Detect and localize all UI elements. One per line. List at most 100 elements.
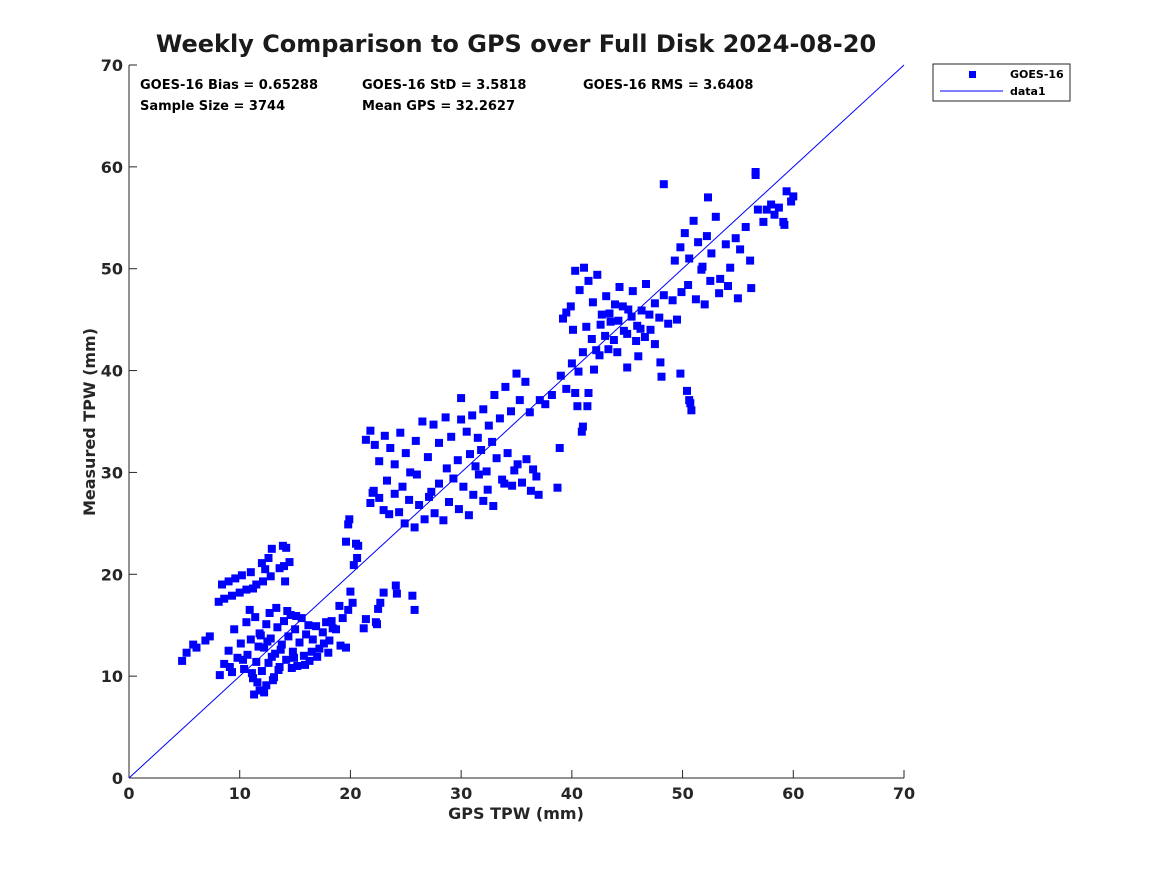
scatter-point xyxy=(490,391,499,399)
scatter-point xyxy=(240,665,249,673)
scatter-point xyxy=(379,588,388,597)
scatter-point xyxy=(615,283,624,291)
scatter-point xyxy=(410,605,419,614)
scatter-point xyxy=(325,636,334,645)
scatter-point xyxy=(541,400,550,409)
scatter-point xyxy=(571,389,580,397)
scatter-point xyxy=(606,317,615,326)
scatter-point xyxy=(427,487,436,496)
scatter-point xyxy=(691,295,700,304)
scatter-point xyxy=(787,197,796,206)
scatter-point xyxy=(650,299,659,308)
scatter-point xyxy=(400,519,409,528)
scatter-point xyxy=(584,276,593,285)
plot-area: 0 10 20 30 40 50 60 70 0 10 20 30 40 50 60 70 xyxy=(101,56,915,803)
scatter-point xyxy=(445,498,453,506)
scatter-point xyxy=(264,658,273,667)
scatter-point xyxy=(225,663,234,671)
scatter-point xyxy=(500,479,509,488)
scatter-point xyxy=(592,346,601,355)
scatter-point xyxy=(759,217,768,226)
scatter-point xyxy=(782,187,791,196)
y-tick-label: 0 xyxy=(112,769,123,788)
scatter-point xyxy=(324,648,333,657)
scatter-point xyxy=(645,310,654,319)
stat-sample-size: Sample Size = 3744 xyxy=(140,99,285,114)
scatter-point xyxy=(556,371,565,380)
scatter-point xyxy=(611,300,619,309)
scatter-point xyxy=(293,662,302,670)
scatter-point xyxy=(228,668,236,677)
scatter-point xyxy=(562,384,571,393)
scatter-point xyxy=(266,572,275,581)
scatter-point xyxy=(304,621,313,630)
scatter-point xyxy=(454,505,463,514)
scatter-point xyxy=(235,588,244,597)
scatter-point xyxy=(731,234,740,243)
scatter-point xyxy=(373,620,381,629)
scatter-point xyxy=(466,450,474,459)
scatter-point xyxy=(338,614,347,623)
scatter-point xyxy=(318,628,327,637)
scatter-point xyxy=(302,630,311,639)
scatter-point xyxy=(659,180,668,189)
scatter-point xyxy=(292,612,301,620)
scatter-point xyxy=(529,465,538,474)
scatter-point xyxy=(299,651,308,660)
scatter-point xyxy=(282,655,291,664)
y-tick-label: 10 xyxy=(101,667,123,686)
scatter-point xyxy=(628,287,637,296)
scatter-point xyxy=(566,302,575,311)
scatter-point xyxy=(582,322,591,331)
scatter-point xyxy=(525,408,534,417)
scatter-point xyxy=(288,647,297,656)
scatter-point xyxy=(526,486,535,495)
x-tick-label: 10 xyxy=(229,784,251,803)
scatter-point xyxy=(439,516,448,525)
scatter-point xyxy=(676,243,685,252)
scatter-point xyxy=(471,462,480,471)
scatter-point xyxy=(547,391,556,399)
scatter-point xyxy=(327,617,336,626)
scatter-point xyxy=(614,316,623,325)
scatter-point xyxy=(259,577,267,586)
scatter-point xyxy=(260,643,269,652)
scatter-point xyxy=(469,490,478,499)
scatter-point xyxy=(274,666,283,674)
scatter-point xyxy=(277,640,286,649)
scatter-point xyxy=(441,413,450,422)
x-tick-label: 60 xyxy=(782,784,804,803)
scatter-point xyxy=(578,422,587,431)
y-tick-label: 70 xyxy=(101,56,123,75)
scatter-point xyxy=(697,265,706,274)
scatter-point xyxy=(435,479,443,488)
scatter-point xyxy=(447,432,456,441)
scatter-point xyxy=(398,482,407,491)
scatter-point xyxy=(366,426,375,435)
scatter-point xyxy=(657,372,666,381)
scatter-point xyxy=(553,483,562,492)
scatter-point xyxy=(280,562,288,571)
scatter-point xyxy=(267,652,276,661)
scatter-point xyxy=(332,625,340,634)
scatter-point xyxy=(522,455,531,464)
scatter-point xyxy=(721,240,730,249)
x-tick-label: 20 xyxy=(339,784,361,803)
scatter-point xyxy=(488,437,497,446)
scatter-point xyxy=(283,607,292,615)
scatter-point xyxy=(689,216,698,225)
scatter-point xyxy=(349,561,358,570)
y-tick-label: 20 xyxy=(101,565,123,584)
scatter-point xyxy=(521,377,530,386)
scatter-point xyxy=(702,232,711,241)
scatter-point xyxy=(218,580,226,589)
scatter-point xyxy=(751,168,760,176)
scatter-point xyxy=(569,325,577,334)
scatter-point xyxy=(479,405,488,414)
scatter-point xyxy=(354,541,363,550)
scatter-point xyxy=(711,212,720,221)
scatter-point xyxy=(673,315,681,324)
scatter-point xyxy=(680,229,689,238)
scatter-point xyxy=(214,597,223,606)
scatter-point xyxy=(262,681,271,690)
